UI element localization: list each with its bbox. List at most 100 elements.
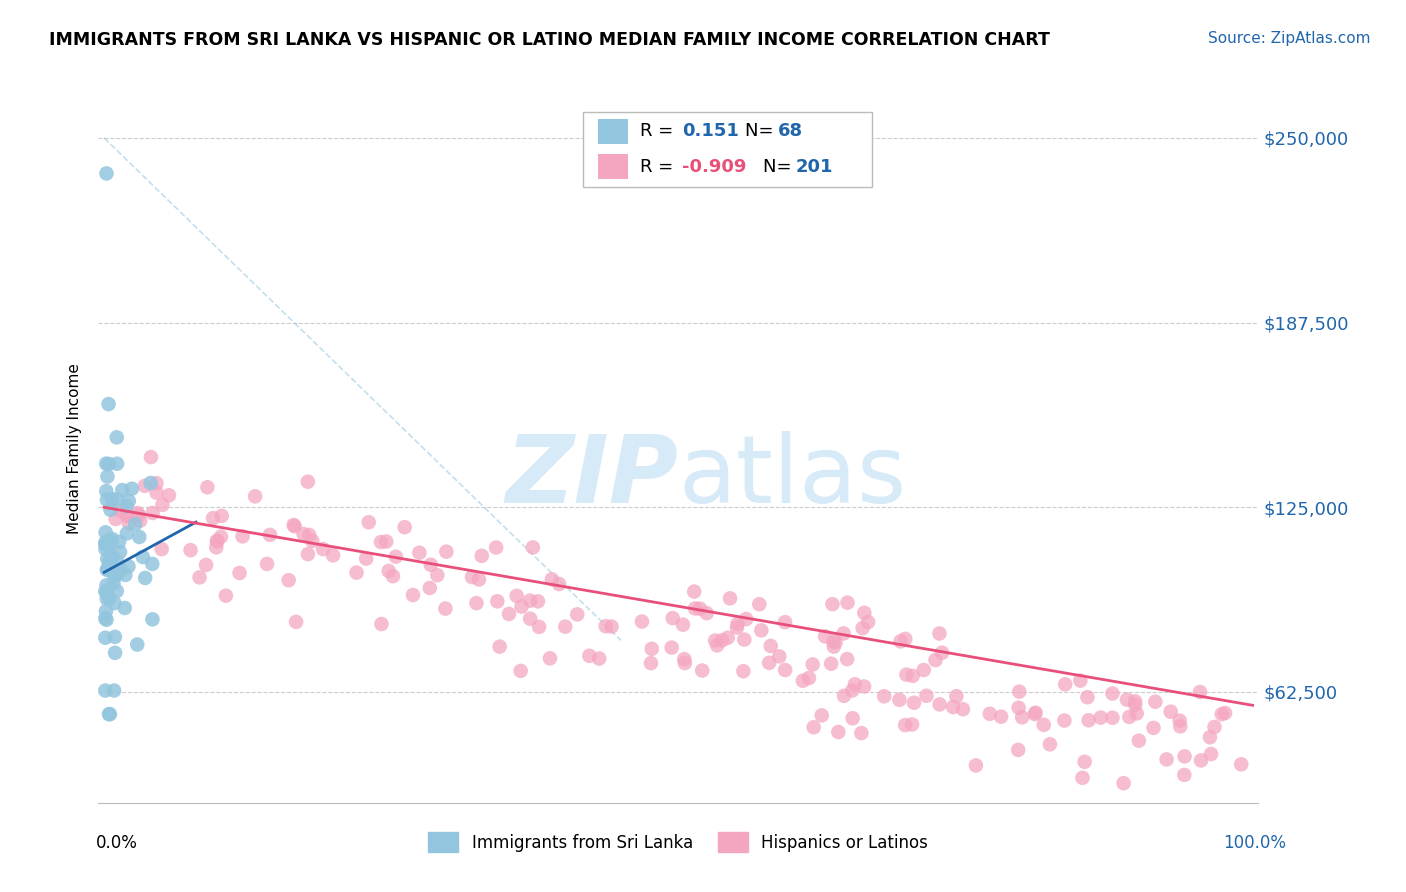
Point (827, 725, 849, 739)
Point (97, 538, 120, 552)
Point (1168, 719, 1191, 733)
Point (595, 619, 617, 633)
Point (890, 634, 912, 648)
Point (1160, 705, 1182, 719)
Point (1123, 698, 1146, 712)
Point (98, 533, 121, 548)
Point (1073, 755, 1095, 769)
Point (672, 617, 695, 632)
Point (94, 537, 117, 551)
Point (103, 569, 125, 583)
Point (1173, 768, 1195, 782)
Point (773, 663, 796, 677)
Point (696, 606, 718, 620)
Point (96, 457, 118, 471)
Point (202, 511, 225, 525)
Point (1024, 707, 1046, 722)
Point (990, 709, 1012, 723)
Point (197, 480, 219, 494)
Point (1039, 737, 1062, 751)
Point (527, 594, 550, 608)
Point (97, 457, 120, 471)
Point (98, 537, 121, 551)
Point (377, 564, 399, 578)
Text: N=: N= (763, 158, 797, 176)
Point (157, 488, 180, 502)
Point (370, 617, 392, 632)
Point (797, 671, 820, 685)
Point (105, 584, 128, 599)
Point (134, 479, 156, 493)
Point (94, 541, 117, 556)
Point (370, 535, 392, 549)
Point (297, 475, 319, 489)
Point (1116, 692, 1139, 706)
Point (115, 508, 138, 523)
Point (145, 476, 167, 491)
Point (1112, 776, 1135, 790)
Point (211, 508, 233, 523)
Point (832, 689, 855, 703)
Text: 100.0%: 100.0% (1223, 834, 1286, 852)
Text: 0.151: 0.151 (682, 122, 738, 140)
Point (727, 616, 749, 631)
Point (96, 578, 118, 592)
Point (94, 535, 117, 549)
Point (375, 534, 398, 549)
Point (924, 653, 946, 667)
Point (1168, 714, 1191, 728)
Point (1125, 706, 1147, 721)
Point (979, 706, 1001, 721)
Point (96, 469, 118, 483)
Point (1054, 677, 1077, 691)
Point (100, 502, 122, 516)
Text: 201: 201 (796, 158, 834, 176)
Point (259, 528, 281, 542)
Point (1101, 686, 1123, 700)
Point (94, 584, 117, 599)
Point (852, 621, 875, 635)
Text: atlas: atlas (678, 431, 907, 523)
Point (901, 717, 924, 731)
Point (277, 573, 299, 587)
Point (1174, 749, 1197, 764)
Point (97, 397, 120, 411)
Point (856, 615, 879, 629)
Text: N=: N= (745, 122, 779, 140)
Point (509, 664, 531, 678)
Point (673, 656, 696, 670)
Point (468, 573, 491, 587)
Point (820, 657, 842, 671)
Point (488, 640, 510, 654)
Point (94, 683, 117, 698)
Point (180, 543, 202, 558)
Point (127, 506, 149, 520)
Text: R =: R = (640, 122, 679, 140)
Point (105, 555, 128, 569)
Point (631, 615, 654, 629)
Point (548, 577, 571, 591)
Point (346, 566, 368, 580)
Point (1076, 690, 1098, 705)
Point (498, 607, 520, 621)
Point (152, 498, 174, 512)
Point (141, 557, 163, 571)
Point (821, 597, 844, 611)
Point (1211, 707, 1233, 722)
Point (853, 606, 876, 620)
Point (205, 533, 228, 548)
Point (103, 596, 125, 610)
Point (759, 639, 782, 653)
Point (928, 626, 950, 640)
Point (141, 612, 163, 626)
Point (823, 634, 845, 648)
Point (851, 726, 873, 740)
Point (1025, 706, 1047, 720)
Point (519, 612, 541, 626)
Point (704, 633, 727, 648)
Point (98, 591, 121, 606)
Point (139, 475, 162, 490)
Point (810, 708, 832, 723)
Point (188, 570, 211, 584)
Point (706, 639, 728, 653)
